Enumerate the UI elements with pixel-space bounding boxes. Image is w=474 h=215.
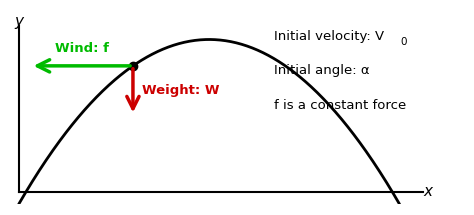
Text: Wind: f: Wind: f <box>55 42 109 55</box>
Text: x: x <box>423 184 432 199</box>
Text: Weight: W: Weight: W <box>142 84 220 97</box>
Text: Initial angle: α: Initial angle: α <box>274 64 370 77</box>
Text: f is a constant force: f is a constant force <box>274 99 406 112</box>
Text: 0: 0 <box>401 37 407 47</box>
Text: Initial velocity: V: Initial velocity: V <box>274 30 384 43</box>
Text: y: y <box>14 14 23 29</box>
